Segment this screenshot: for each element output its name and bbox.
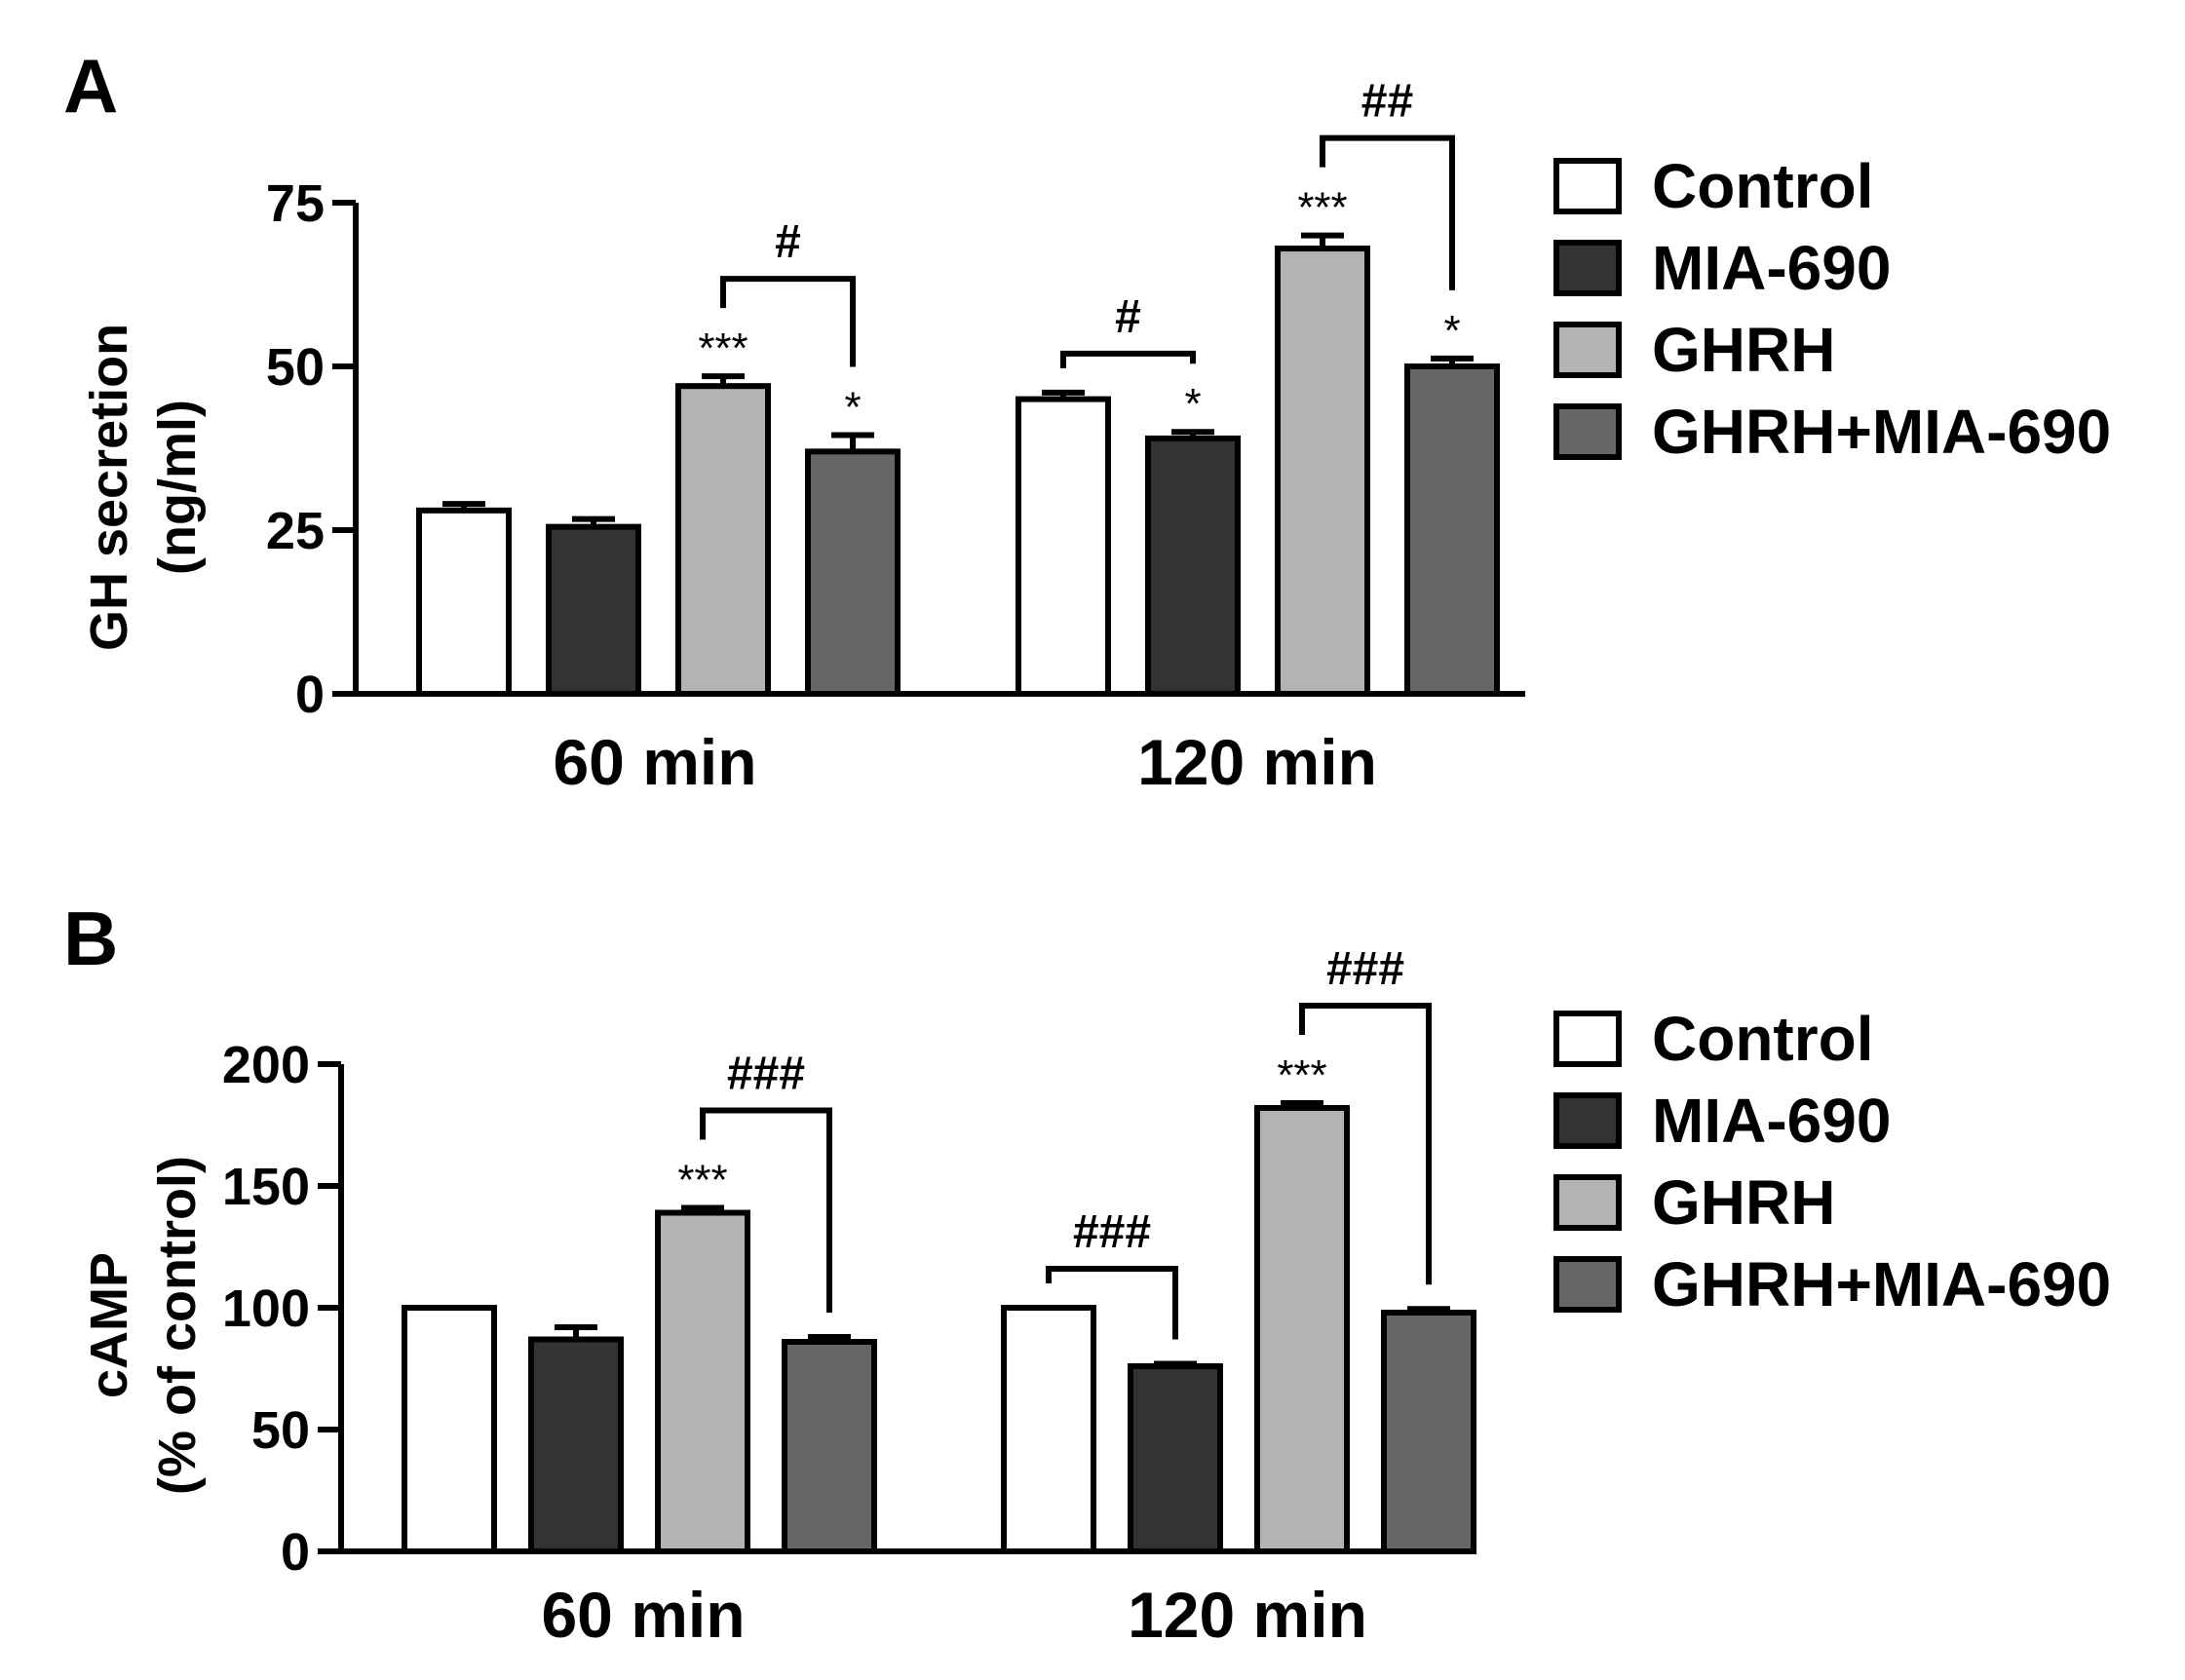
panel-a-legend-label: MIA-690: [1652, 233, 1891, 303]
panel-b-y-tick-label: 150: [222, 1158, 310, 1216]
panel-a-y-tick-label: 25: [266, 502, 325, 560]
panel-a-y-tick-label: 0: [295, 666, 325, 724]
panel-b-legend-swatch: [1553, 1174, 1622, 1231]
panel-a-significance-star: ***: [1297, 184, 1347, 232]
panel-a-significance-bracket: [720, 276, 856, 367]
panel-a-ylabel-line1: GH secretion: [80, 324, 138, 651]
panel-a-bar: [1404, 363, 1500, 697]
panel-b-bar: [402, 1305, 497, 1554]
panel-b-bracket-label: ###: [1073, 1206, 1151, 1258]
panel-a-bar: [1275, 246, 1370, 697]
panel-a-y-tick-label: 75: [266, 174, 325, 233]
panel-b-y-tick-label: 200: [222, 1036, 310, 1094]
panel-a-legend-swatch: [1553, 322, 1622, 378]
panel-a-bar: [805, 448, 901, 697]
panel-a-label: A: [63, 43, 118, 129]
panel-b-ylabel: cAMP (% of control): [80, 1156, 207, 1495]
panel-a-bar: [546, 523, 641, 698]
panel-a-bar: [1016, 396, 1111, 697]
panel-a-bracket-label: #: [1115, 291, 1141, 343]
panel-a-bracket-label: ##: [1361, 76, 1413, 128]
panel-b-significance-bracket: [1046, 1266, 1178, 1340]
panel-b-label: B: [63, 896, 118, 981]
panel-b-plot: 0 50 100 150 200 *** *** ### ### ###: [222, 943, 1476, 1582]
panel-b-y-tick-label: 100: [222, 1279, 310, 1338]
panel-a-category-120: 120 min: [1137, 726, 1377, 798]
panel-a-legend-swatch: [1553, 240, 1622, 296]
panel-a-significance-star: *: [844, 384, 861, 432]
panel-b-legend-label: GHRH: [1652, 1167, 1835, 1238]
panel-a-bar: [1145, 435, 1241, 697]
panel-a-significance-star: ***: [698, 325, 748, 372]
panel-a-legend-swatch: [1553, 158, 1622, 214]
panel-a-bar: [416, 507, 512, 698]
panel-a-category-60: 60 min: [553, 726, 756, 798]
panel-b-y-tick-label: 0: [281, 1523, 310, 1582]
panel-b-legend-swatch: [1553, 1256, 1622, 1313]
panel-b-legend-label: Control: [1652, 1004, 1874, 1074]
panel-a-bracket-label: #: [775, 216, 801, 268]
panel-a-bar: [675, 383, 771, 697]
panel-b-legend-label: MIA-690: [1652, 1086, 1891, 1156]
panel-b-ylabel-line1: cAMP: [80, 1252, 138, 1398]
panel-b-legend-swatch: [1553, 1011, 1622, 1067]
panel-a-legend-label: GHRH+MIA-690: [1652, 397, 2111, 467]
panel-b-legend-label: GHRH+MIA-690: [1652, 1249, 2111, 1319]
panel-b-bar: [1001, 1305, 1096, 1554]
panel-b-legend: Control MIA-690 GHRH GHRH+MIA-690: [1553, 1004, 2111, 1319]
panel-b-legend-swatch: [1553, 1092, 1622, 1149]
panel-a-legend-label: Control: [1652, 151, 1874, 221]
panel-b-bar: [782, 1339, 877, 1554]
panel-b-y-tick-label: 50: [251, 1401, 310, 1460]
panel-a-significance-bracket: [1320, 134, 1455, 290]
panel-b-bar: [528, 1336, 624, 1554]
panel-b-significance-bracket: [1299, 1003, 1432, 1285]
panel-b-bar: [1254, 1105, 1350, 1554]
panel-a-significance-star: *: [1184, 380, 1201, 428]
panel-b-significance-star: ***: [677, 1157, 727, 1204]
panel-a-legend-swatch: [1553, 403, 1622, 460]
panel-b-bar: [655, 1209, 750, 1554]
panel-b-bracket-label: ###: [727, 1049, 805, 1100]
panel-a-legend-label: GHRH: [1652, 315, 1835, 385]
panel-b-bar: [1381, 1310, 1476, 1554]
panel-a-ylabel-line2: (ng/ml): [148, 400, 207, 575]
panel-a-significance-star: *: [1443, 307, 1460, 355]
panel-a-ylabel: GH secretion (ng/ml): [80, 324, 207, 651]
panel-b-category-60: 60 min: [541, 1579, 745, 1651]
panel-b-category-120: 120 min: [1128, 1579, 1367, 1651]
panel-a-y-tick-label: 50: [266, 338, 325, 397]
panel-b-bar: [1128, 1363, 1223, 1554]
panel-a-legend: Control MIA-690 GHRH GHRH+MIA-690: [1553, 151, 2111, 467]
panel-a-significance-bracket: [1060, 350, 1196, 368]
panel-b-ylabel-line2: (% of control): [148, 1156, 207, 1495]
panel-b-bracket-label: ###: [1326, 943, 1404, 995]
panel-b-significance-star: ***: [1277, 1051, 1326, 1099]
panel-b-significance-bracket: [700, 1107, 832, 1313]
